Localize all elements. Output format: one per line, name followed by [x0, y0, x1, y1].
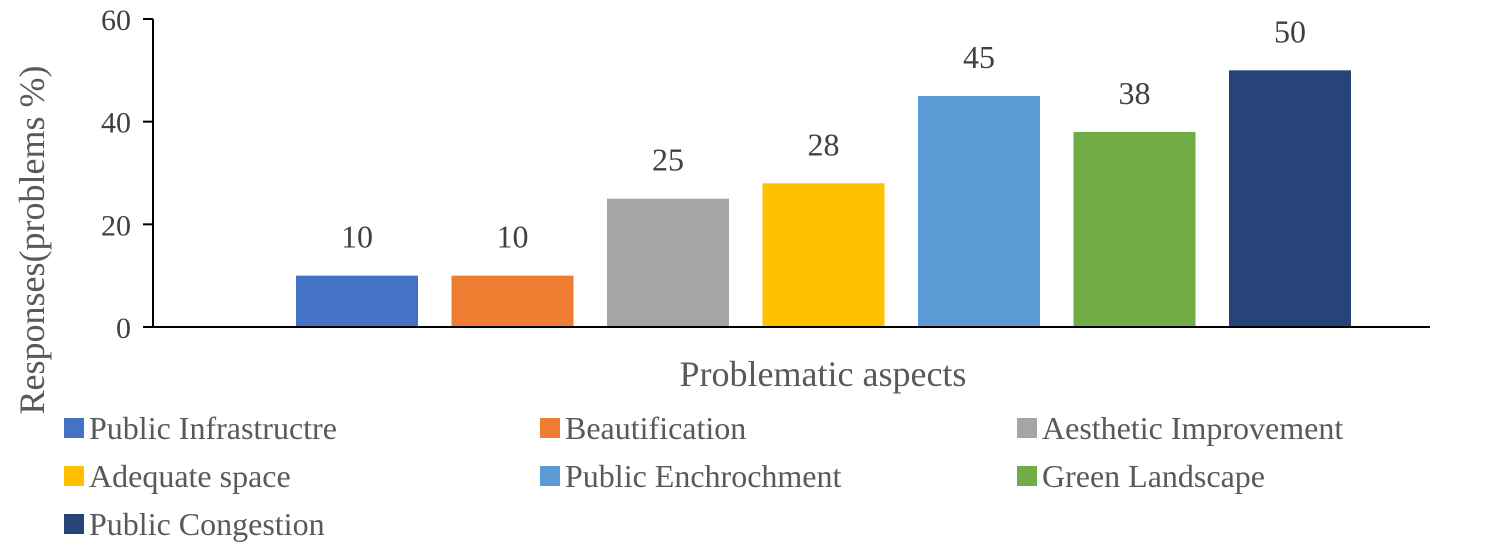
data-label: 10 — [341, 219, 373, 255]
data-label: 28 — [808, 126, 840, 162]
x-axis-title: Problematic aspects — [680, 354, 967, 394]
legend-item: Public Congestion — [64, 506, 325, 542]
legend-item: Beautification — [540, 410, 746, 446]
data-label: 50 — [1274, 13, 1306, 49]
legend-item: Green Landscape — [1017, 458, 1265, 494]
legend-label: Green Landscape — [1042, 458, 1265, 494]
legend-swatch — [540, 418, 560, 438]
bar — [918, 96, 1040, 327]
y-tick-label: 60 — [101, 4, 131, 37]
data-label: 25 — [652, 142, 684, 178]
legend-swatch — [1017, 466, 1037, 486]
legend-swatch — [1017, 418, 1037, 438]
legend-label: Beautification — [565, 410, 746, 446]
y-tick-label: 0 — [116, 312, 131, 345]
legend-swatch — [64, 466, 84, 486]
y-tick-label: 40 — [101, 107, 131, 140]
y-axis-title: Responses(problems %) — [12, 66, 52, 415]
legend-item: Public Enchrochment — [540, 458, 841, 494]
bars — [296, 70, 1351, 327]
bar — [451, 275, 574, 327]
legend-label: Public Infrastructre — [89, 410, 337, 446]
legend-swatch — [540, 466, 560, 486]
data-label: 38 — [1119, 75, 1151, 111]
y-axis-ticks: 0 20 40 60 — [101, 4, 153, 345]
bar — [762, 183, 885, 327]
data-label: 45 — [963, 39, 995, 75]
legend-item: Adequate space — [64, 458, 291, 494]
legend-label: Public Congestion — [89, 506, 325, 542]
legend: Public Infrastructre Beautification Aesthe… — [64, 410, 1343, 542]
bar — [296, 275, 418, 327]
legend-swatch — [64, 418, 84, 438]
bar — [1229, 70, 1351, 327]
bar — [1073, 131, 1196, 327]
legend-label: Adequate space — [89, 458, 291, 494]
y-tick-label: 20 — [101, 209, 131, 242]
legend-label: Public Enchrochment — [565, 458, 841, 494]
bar — [607, 198, 729, 327]
legend-item: Aesthetic Improvement — [1017, 410, 1343, 446]
data-labels: 10 10 25 28 45 38 50 — [341, 13, 1306, 254]
legend-label: Aesthetic Improvement — [1042, 410, 1343, 446]
legend-item: Public Infrastructre — [64, 410, 337, 446]
legend-swatch — [64, 514, 84, 534]
data-label: 10 — [497, 219, 529, 255]
